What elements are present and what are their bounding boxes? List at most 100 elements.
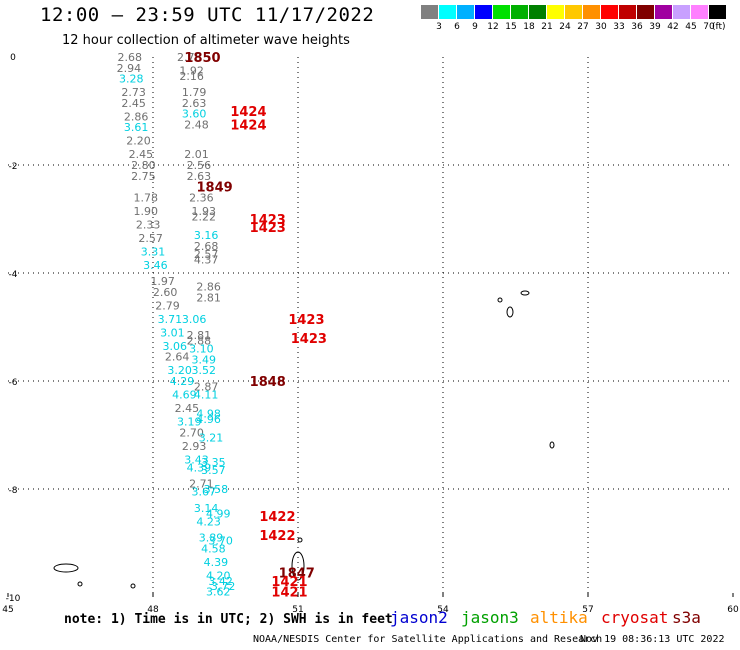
wave-height-label: 2.70 xyxy=(179,426,204,439)
wave-height-label: 2.68 xyxy=(118,51,143,64)
wave-height-label: 1.93 xyxy=(192,205,217,218)
island-outline xyxy=(53,563,79,573)
wave-height-label: 2.81 xyxy=(196,291,221,304)
legend-label: 33 xyxy=(613,22,625,32)
page-subtitle: 12 hour collection of altimeter wave hei… xyxy=(62,33,350,48)
wave-height-label: 2.79 xyxy=(155,299,180,312)
wave-height-label: 2.86 xyxy=(196,281,221,294)
wave-height-label: 4.37 xyxy=(194,254,219,267)
legend-swatch xyxy=(421,5,438,19)
pass-time-label: 1422 xyxy=(259,529,295,544)
wave-height-label: 3.70 xyxy=(208,534,233,547)
wave-height-label: 4.58 xyxy=(201,542,226,555)
wave-height-label: 2.63 xyxy=(187,170,212,183)
wave-height-label: 3.06 xyxy=(182,313,207,326)
wave-height-label: 3.72 xyxy=(211,580,236,593)
legend-label: 12 xyxy=(487,22,499,32)
legend-label: 9 xyxy=(472,22,478,32)
wave-height-label: 2.87 xyxy=(194,380,219,393)
lon-tick-label: 48 xyxy=(147,605,159,615)
legend-swatch xyxy=(637,5,654,19)
lat-tick-label: -8 xyxy=(9,486,18,496)
wave-height-label: 1.97 xyxy=(150,275,175,288)
wave-height-label: 2.45 xyxy=(121,97,146,110)
wave-height-label: 2.22 xyxy=(192,210,217,223)
footer-note: note: 1) Time is in UTC; 2) SWH is in fe… xyxy=(64,612,393,627)
pass-time-label: 1422 xyxy=(259,510,295,525)
lat-tick-label: -2 xyxy=(9,162,18,172)
legend-label: 45 xyxy=(685,22,697,32)
legend-swatch xyxy=(583,5,600,19)
wave-height-label: 3.01 xyxy=(160,326,185,339)
island-outline xyxy=(297,537,303,543)
legend-swatch xyxy=(547,5,564,19)
wave-height-label: 4.39 xyxy=(187,461,212,474)
island-outline xyxy=(497,297,503,303)
island-outline xyxy=(130,583,136,589)
pass-time-label: 1423 xyxy=(250,221,286,236)
pass-time-label: 1424 xyxy=(230,119,266,134)
legend-swatch xyxy=(439,5,456,19)
wave-height-label: 3.10 xyxy=(189,343,214,356)
legend-label: 27 xyxy=(577,22,589,32)
pass-time-label: 1847 xyxy=(279,567,315,582)
wave-height-label: 4.69 xyxy=(172,389,197,402)
wave-height-label: 2.16 xyxy=(179,70,204,83)
wave-height-label: 4.96 xyxy=(196,413,221,426)
wave-height-label: 2.73 xyxy=(121,86,146,99)
legend-unit: (ft) xyxy=(712,22,726,32)
wave-height-label: 3.57 xyxy=(201,464,226,477)
legend-label: 21 xyxy=(541,22,553,32)
wave-height-label: 3.60 xyxy=(182,108,207,121)
legend-label: 39 xyxy=(649,22,661,32)
wave-height-label: 2.80 xyxy=(131,159,156,172)
lon-tick-label: 60 xyxy=(727,605,739,615)
legend-label: 18 xyxy=(523,22,535,32)
legend-swatch xyxy=(529,5,546,19)
pass-time-label: 1424 xyxy=(230,105,266,120)
wave-height-label: 4.99 xyxy=(206,507,231,520)
legend-label: 3 xyxy=(436,22,442,32)
generated-timestamp: Nov 19 08:36:13 UTC 2022 xyxy=(580,634,725,645)
wave-height-label: 2.86 xyxy=(124,110,149,123)
island-outline xyxy=(291,551,305,581)
wave-height-label: 2.71 xyxy=(189,478,214,491)
wave-height-label: 1.79 xyxy=(182,86,207,99)
legend-swatch xyxy=(655,5,672,19)
legend-label: 15 xyxy=(505,22,517,32)
wave-height-label: 4.39 xyxy=(204,556,229,569)
lon-tick-label: 45 xyxy=(2,605,13,615)
wave-height-label: 3.52 xyxy=(192,364,217,377)
wave-height-label: 3.06 xyxy=(163,340,188,353)
legend-swatch xyxy=(673,5,690,19)
wave-height-label: 2.94 xyxy=(117,62,142,75)
pass-time-label: 1421 xyxy=(271,586,307,601)
wave-height-label: 3.67 xyxy=(192,486,217,499)
page-title: 12:00 – 23:59 UTC 11/17/2022 xyxy=(40,4,375,26)
wave-height-label: 3.42 xyxy=(208,575,233,588)
wave-height-label: 4.11 xyxy=(194,389,219,402)
wave-height-label: 2.57 xyxy=(194,248,219,261)
legend-label: 36 xyxy=(631,22,643,32)
wave-height-label: 2.33 xyxy=(136,218,161,231)
pass-time-label: 1423 xyxy=(250,213,286,228)
wave-height-label: 3.49 xyxy=(192,353,217,366)
legend-swatch xyxy=(565,5,582,19)
wave-height-label: 2.81 xyxy=(187,329,212,342)
legend-swatch xyxy=(475,5,492,19)
wave-height-label: 2.45 xyxy=(175,402,200,415)
wave-height-label: 1.92 xyxy=(179,65,204,78)
wave-height-label: 2.76 xyxy=(177,51,202,64)
satellite-jason2: jason2 xyxy=(390,608,448,627)
wave-height-label: 2.63 xyxy=(182,97,207,110)
legend-label: 30 xyxy=(595,22,607,32)
pass-time-label: 1421 xyxy=(271,575,307,590)
wave-height-label: 2.56 xyxy=(187,159,212,172)
island-outline xyxy=(520,290,530,296)
lon-tick-label: 51 xyxy=(292,605,303,615)
wave-height-label: 4.20 xyxy=(206,569,231,582)
satellite-cryosat: cryosat xyxy=(601,608,669,627)
wave-height-label: 2.88 xyxy=(187,335,212,348)
island-outline xyxy=(506,306,514,318)
